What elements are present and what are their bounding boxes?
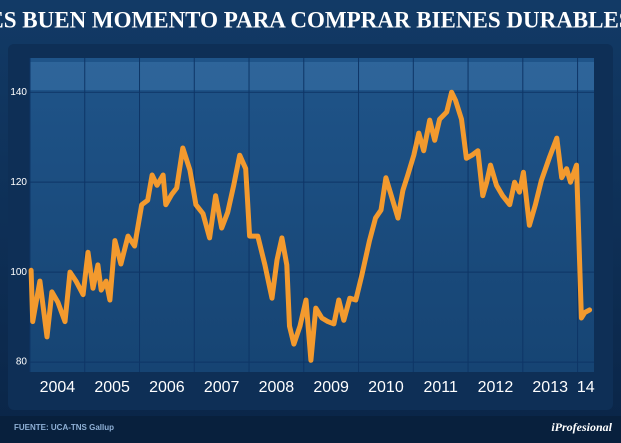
x-tick-label: 2009: [313, 379, 349, 396]
x-tick-label: 2013: [532, 379, 568, 396]
footer: [0, 416, 621, 443]
x-tick-label: 2004: [40, 379, 76, 396]
x-tick-label: 2010: [368, 379, 404, 396]
y-tick-label: 100: [10, 267, 27, 278]
x-tick-label: 2012: [478, 379, 514, 396]
x-tick-label: 2007: [204, 379, 240, 396]
y-tick-label: 80: [16, 357, 28, 368]
source: FUENTE: UCA-TNS Gallup: [14, 423, 114, 432]
x-tick-label: 2011: [423, 379, 458, 396]
data-line: [28, 89, 593, 363]
brand: iProfesional: [551, 420, 612, 434]
y-tick-label: 120: [10, 177, 27, 188]
x-tick-label: 14: [577, 379, 595, 396]
plot-band: [30, 62, 594, 90]
chart-title: ¿ES BUEN MOMENTO PARA COMPRAR BIENES DUR…: [0, 7, 621, 32]
plot-area: [30, 58, 594, 372]
y-tick-label: 140: [10, 87, 27, 98]
x-tick-label: 2006: [149, 379, 185, 396]
x-tick-label: 2008: [259, 379, 295, 396]
x-tick-label: 2005: [94, 379, 130, 396]
